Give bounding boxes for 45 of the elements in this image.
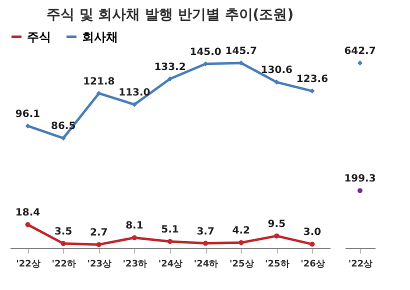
x-tick-label: '22상 <box>16 260 40 270</box>
x-tick-label: '24상 <box>158 260 183 270</box>
data-label: 199.3 <box>344 174 376 185</box>
data-label: 8.1 <box>126 220 144 232</box>
point <box>310 88 315 94</box>
x-tick-label: '26상 <box>300 260 325 270</box>
data-label: 2.7 <box>90 228 108 239</box>
point <box>96 242 102 248</box>
x-tick-label: '25하 <box>265 260 290 270</box>
data-label: 3.7 <box>196 226 214 238</box>
x-tick-label: '23상 <box>87 260 112 270</box>
data-label: 9.5 <box>268 218 286 230</box>
data-label: 4.2 <box>232 226 250 237</box>
point <box>274 233 280 238</box>
point <box>132 235 137 240</box>
data-label: 18.4 <box>15 208 40 219</box>
point <box>168 239 172 244</box>
data-label: 5.1 <box>161 224 179 236</box>
data-label: 130.6 <box>260 65 293 76</box>
data-label: 113.0 <box>118 88 150 99</box>
data-label: 3.5 <box>54 226 72 238</box>
x-tick-label: '25상 <box>229 260 254 270</box>
point <box>25 123 30 128</box>
point <box>238 240 244 246</box>
data-label: 133.2 <box>154 62 186 73</box>
legend-label: 회사채 <box>82 30 118 44</box>
x-tick-label: '24하 <box>194 260 218 270</box>
point <box>310 242 315 247</box>
x-tick-label: '22하 <box>52 260 76 270</box>
data-label: 145.7 <box>225 46 257 57</box>
data-label: 145.0 <box>190 46 222 58</box>
data-label: 3.0 <box>303 227 322 238</box>
point <box>60 136 66 141</box>
point <box>96 90 102 96</box>
chart-title: 주식 및 회사채 발행 반기별 추이(조원) <box>46 7 294 23</box>
point <box>60 241 66 246</box>
data-label: 96.1 <box>15 108 40 120</box>
point <box>168 76 172 82</box>
x-tick-label: '23하 <box>122 260 148 270</box>
point <box>25 222 30 228</box>
data-label: 642.7 <box>344 46 376 57</box>
point <box>203 240 208 246</box>
legend-label: 주식 <box>27 30 51 44</box>
data-label: 121.8 <box>83 76 115 88</box>
data-label: 123.6 <box>296 74 328 86</box>
